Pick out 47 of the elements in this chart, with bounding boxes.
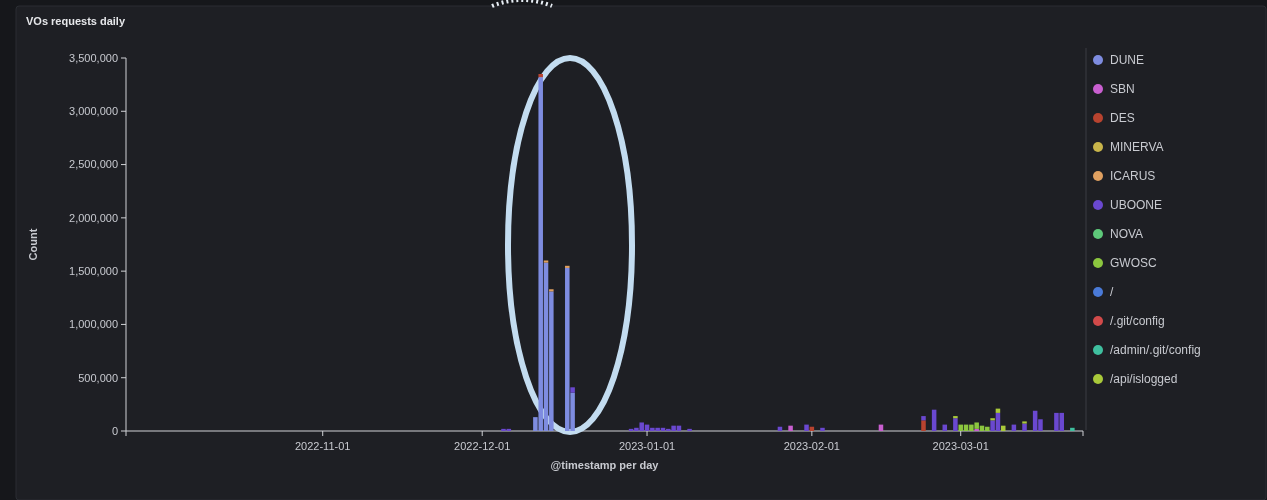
y-tick-label: 3,000,000 — [69, 105, 118, 118]
bar — [820, 427, 825, 431]
y-tick-label: 1,500,000 — [69, 264, 118, 277]
bar — [1022, 423, 1027, 431]
legend-label: SBN — [1110, 82, 1135, 97]
bar — [953, 416, 958, 419]
bar — [921, 416, 926, 421]
legend-label: /api/islogged — [1110, 372, 1178, 387]
legend-label: /admin/.git/config — [1110, 343, 1201, 358]
x-axis-title: @timestamp per day — [550, 459, 660, 471]
bar — [804, 424, 809, 431]
y-tick-label: 3,500,000 — [69, 51, 118, 64]
bar — [921, 420, 926, 431]
bar — [549, 289, 554, 292]
y-tick-label: 1,000,000 — [69, 318, 118, 331]
x-tick-label: 2023-03-01 — [932, 440, 989, 452]
bar — [990, 418, 995, 421]
bar — [1022, 421, 1027, 424]
x-tick-label: 2023-02-01 — [783, 440, 840, 452]
bar — [1000, 425, 1006, 431]
legend-label: ICARUS — [1110, 169, 1156, 184]
bar — [565, 265, 570, 268]
y-tick-label: 0 — [111, 424, 118, 437]
legend-label: UBOONE — [1110, 198, 1163, 213]
bar — [687, 428, 692, 431]
bar — [788, 425, 793, 431]
y-tick-label: 2,500,000 — [69, 158, 118, 171]
legend-label: NOVA — [1110, 227, 1144, 242]
y-tick-label: 2,000,000 — [69, 211, 118, 224]
bar — [1070, 427, 1075, 431]
bar — [538, 73, 543, 78]
chart-title: VOs requests daily — [26, 15, 126, 27]
legend-label: MINERVA — [1110, 140, 1164, 155]
bar — [543, 260, 549, 263]
x-tick-label: 2022-11-01 — [294, 440, 351, 452]
y-tick-label: 500,000 — [78, 371, 118, 384]
x-tick-label: 2022-12-01 — [454, 440, 511, 452]
bar — [953, 418, 958, 431]
legend-label: GWOSC — [1110, 256, 1157, 271]
legend-label: DES — [1110, 111, 1135, 126]
legend-label: /.git/config — [1110, 314, 1165, 329]
legend-label: / — [1110, 285, 1114, 300]
bar — [974, 428, 979, 431]
y-axis-title: Count — [27, 228, 39, 261]
x-tick-label: 2023-01-01 — [618, 440, 676, 452]
bar — [570, 387, 575, 393]
legend-label: DUNE — [1110, 53, 1145, 68]
